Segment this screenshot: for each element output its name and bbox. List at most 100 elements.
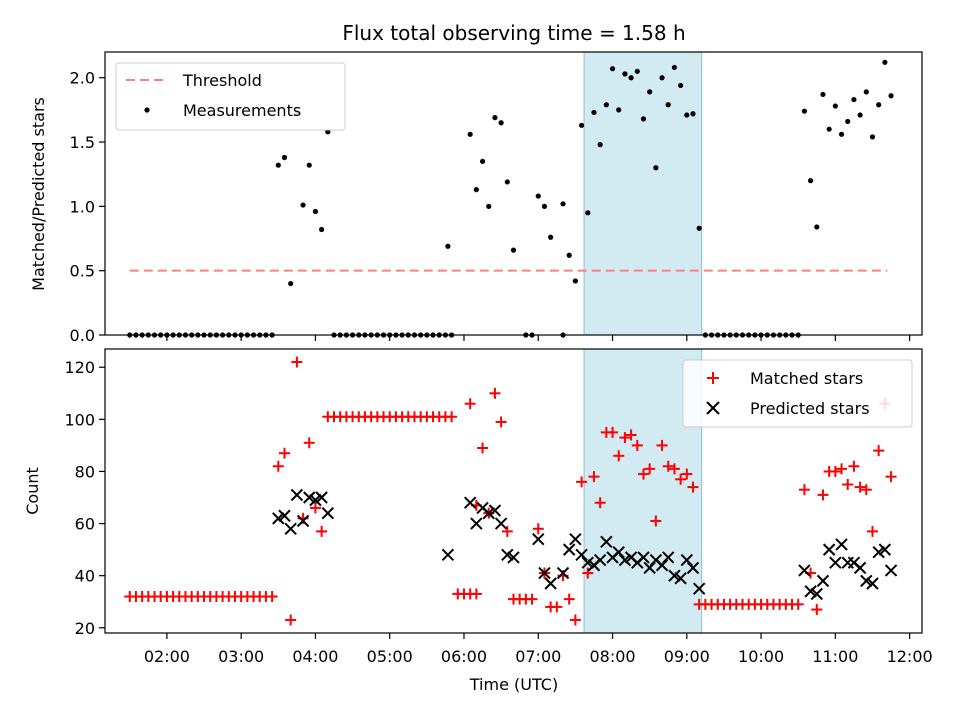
measurement-point [820,91,826,98]
x-tick-label: 07:00 [515,647,561,666]
measurement-point [288,280,294,287]
matched-star-point [526,593,538,605]
measurement-point [306,162,312,168]
bottom-legend-box [682,359,913,428]
predicted-star-point [544,577,557,590]
predicted-star-point [538,566,551,580]
measurement-point [622,71,628,77]
legend-predicted-swatch [706,401,720,415]
measurement-point [690,111,696,117]
matched-star-point [860,484,872,496]
measurement-point [647,89,653,95]
x-tick-label: 02:00 [144,647,190,666]
matched-star-point [668,463,680,475]
predicted-star-point [272,512,285,525]
measurement-point [671,64,678,71]
measurement-point [548,234,554,240]
predicted-star-point [501,548,514,562]
y-tick-label: 40 [75,567,95,586]
measurement-point [659,75,665,81]
y-tick-label: 0.5 [70,262,95,281]
measurement-point [275,162,281,168]
measurement-point [609,66,616,72]
matched-star-point [662,460,674,472]
predicted-star-point [692,582,706,595]
x-tick-label: 10:00 [738,647,784,666]
predicted-star-point [680,553,694,567]
predicted-star-point [804,585,817,598]
matched-star-point [489,387,501,399]
measurement-point [572,278,578,284]
predicted-star-point [612,546,625,559]
matched-star-point [836,463,848,475]
legend-measurements-swatch [144,107,150,113]
predicted-star-point [441,548,455,562]
matched-star-point [594,497,606,509]
measurement-point [826,126,832,132]
x-tick-label: 06:00 [441,647,487,666]
measurement-point [640,116,647,122]
predicted-star-point [569,532,582,546]
measurement-point [479,158,486,164]
measurement-point [566,252,572,258]
x-axis-label: Time (UTC) [469,675,558,694]
predicted-star-point [643,561,656,575]
top-highlight-span [583,51,703,336]
matched-star-point [650,515,662,527]
matched-star-point [446,411,458,423]
matched-star-point [266,591,278,603]
bottom-axes-frame [104,348,923,634]
matched-star-point [576,476,588,488]
measurement-point [876,102,882,108]
matched-star-point [278,447,290,459]
predicted-star-point [532,532,545,546]
predicted-star-point [884,564,898,577]
measurement-point [845,118,851,125]
predicted-star-point [296,514,310,528]
matched-star-point [644,463,656,475]
y-tick-label: 2.0 [70,69,95,88]
measurement-point [445,243,451,249]
legend-predicted-label: Predicted stars [750,399,870,418]
y-tick-label: 0.0 [70,326,95,345]
matched-star-point [792,598,804,610]
predicted-star-point [878,543,892,556]
matched-star-point [873,445,885,457]
x-tick-label: 05:00 [367,647,413,666]
predicted-star-point [581,556,594,569]
matched-star-point [607,426,619,438]
matched-star-point [613,450,625,462]
matched-star-point [501,525,513,537]
matched-star-point [637,468,649,480]
measurement-point [603,102,609,108]
predicted-star-point [655,559,669,572]
matched-star-point [866,525,878,537]
measurement-point [869,134,876,140]
measurement-point [486,203,492,209]
matched-star-point [582,567,594,579]
predicted-star-point [463,496,477,509]
measurement-point [319,226,325,233]
predicted-star-point [822,543,836,556]
y-tick-label: 100 [64,410,95,429]
legend-measurements-label: Measurements [183,101,301,120]
chart-title: Flux total observing time = 1.58 h [342,21,685,45]
predicted-star-point [668,569,681,582]
legend-threshold-label: Threshold [182,71,262,90]
matched-star-point [495,416,507,428]
predicted-star-point [816,574,830,588]
x-tick-label: 11:00 [812,647,858,666]
matched-star-point [285,614,297,626]
matched-star-point [464,398,476,410]
y-tick-label: 60 [75,515,95,534]
matched-star-point [842,478,854,490]
measurement-point [492,115,498,121]
matched-star-point [681,468,693,480]
measurement-point [628,75,634,81]
measurement-point [473,187,479,193]
matched-star-point [291,356,303,368]
predicted-stars-points [272,488,898,601]
measurement-point [684,112,690,118]
measurement-point [597,142,603,148]
top-legend-box [115,62,346,131]
